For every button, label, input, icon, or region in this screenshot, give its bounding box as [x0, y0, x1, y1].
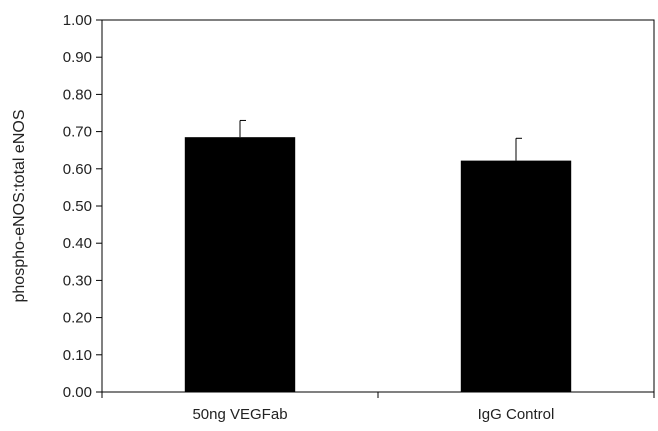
y-tick-label: 0.30: [63, 272, 92, 289]
x-tick-label: 50ng VEGFab: [192, 406, 287, 423]
y-tick-label: 1.00: [63, 12, 92, 29]
x-axis: 50ng VEGFab IgG Control: [101, 392, 655, 423]
y-tick-label: 0.70: [63, 124, 92, 141]
y-tick-label: 0.90: [63, 49, 92, 66]
y-tick-label: 0.60: [63, 161, 92, 178]
y-tick-label: 0.40: [63, 235, 92, 252]
y-tick-label: 0.80: [63, 86, 92, 103]
y-tick-label: 0.00: [63, 384, 92, 401]
bar: [184, 137, 296, 392]
y-axis-label: phospho-eNOS:total eNOS: [11, 110, 28, 303]
x-tick-label: IgG Control: [478, 406, 555, 423]
bar: [460, 160, 572, 392]
y-tick-label: 0.10: [63, 347, 92, 364]
y-tick-label: 0.50: [63, 198, 92, 215]
bars: [184, 119, 572, 392]
y-tick-label: 0.20: [63, 310, 92, 327]
y-axis: 0.00 0.10 0.20 0.30 0.40 0.50 0.60 0.70 0.80 0.90…: [63, 12, 102, 401]
